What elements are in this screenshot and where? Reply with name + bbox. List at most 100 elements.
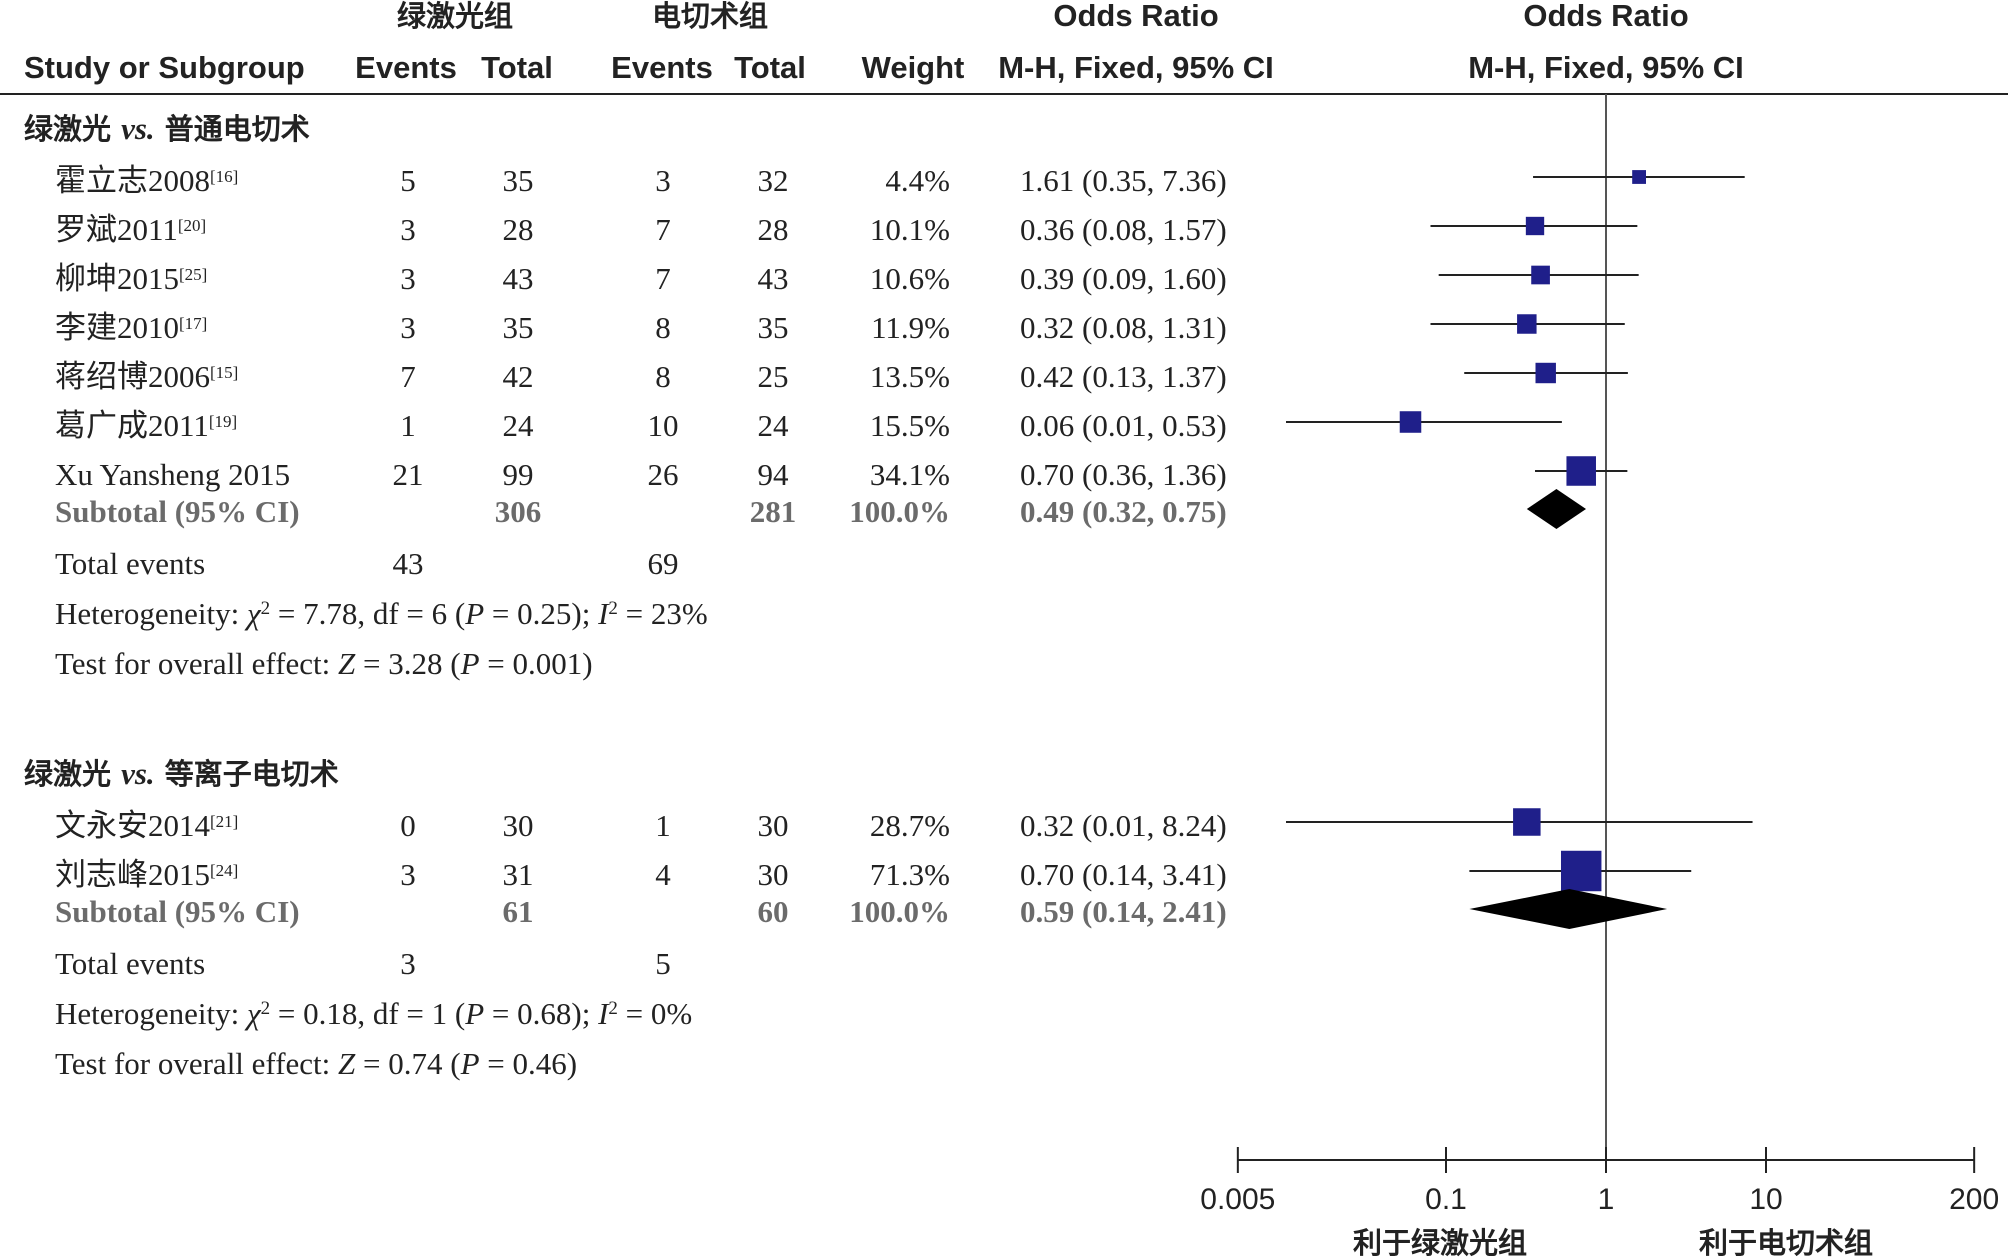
cell-or-ci: 0.70 (0.36, 1.36)	[1020, 457, 1227, 492]
favours-right-label: 利于电切术组	[1699, 1226, 1873, 1258]
cell-events-b: 3	[655, 163, 671, 198]
study-marker	[1525, 216, 1545, 236]
cell-or-ci: 1.61 (0.35, 7.36)	[1020, 163, 1227, 198]
cell-total-a: 30	[503, 808, 534, 843]
cell-total-b: 35	[758, 310, 789, 345]
cell-or-ci: 0.06 (0.01, 0.53)	[1020, 408, 1227, 443]
cell-events-b: 4	[655, 857, 671, 892]
cell-total-a: 42	[503, 359, 534, 394]
subtotal-label: Subtotal (95% CI)	[55, 494, 300, 529]
study-name: 刘志峰2015[24]	[55, 857, 238, 892]
header-method-right: M-H, Fixed, 95% CI	[1468, 50, 1744, 85]
cell-total-b: 94	[758, 457, 790, 492]
cell-weight: 11.9%	[871, 310, 950, 345]
study-marker	[1632, 170, 1646, 184]
cell-total-a: 24	[503, 408, 535, 443]
cell-total-b: 30	[758, 857, 789, 892]
header-study-col: Study or Subgroup	[24, 50, 305, 85]
cell-events-b: 7	[655, 212, 671, 247]
header-group-a: 绿激光组	[397, 0, 513, 33]
study-marker	[1560, 850, 1602, 892]
cell-events-a: 5	[400, 163, 416, 198]
cell-total-a: 43	[503, 261, 534, 296]
study-name: 李建2010[17]	[55, 310, 207, 345]
subgroup-title: 绿激光 vs. 普通电切术	[24, 111, 310, 146]
subgroup-title: 绿激光 vs. 等离子电切术	[24, 756, 339, 791]
study-reference: [16]	[210, 167, 238, 186]
cell-events-b: 10	[648, 408, 679, 443]
study-reference: [19]	[209, 412, 237, 431]
cell-events-a: 3	[400, 261, 416, 296]
cell-weight: 10.6%	[870, 261, 950, 296]
heterogeneity-text: Heterogeneity: χ2 = 7.78, df = 6 (P = 0.…	[55, 596, 708, 631]
header-total-a: Total	[481, 50, 553, 85]
subtotal-total-b: 281	[750, 494, 797, 529]
cell-total-b: 24	[758, 408, 790, 443]
cell-weight: 15.5%	[870, 408, 950, 443]
cell-total-a: 31	[503, 857, 534, 892]
cell-events-a: 3	[400, 310, 416, 345]
x-axis: 0.005 0.1 1 10 200 利于绿激光组 利于电切术组	[1200, 1147, 1999, 1258]
total-events-b: 5	[655, 946, 671, 981]
favours-left-label: 利于绿激光组	[1353, 1226, 1527, 1258]
subtotal-weight: 100.0%	[849, 494, 950, 529]
study-reference: [20]	[178, 216, 206, 235]
axis-tick-label: 10	[1749, 1183, 1782, 1216]
cell-total-a: 35	[503, 310, 534, 345]
header-total-b: Total	[734, 50, 806, 85]
header-odds-ratio-right: Odds Ratio	[1523, 0, 1688, 33]
cell-or-ci: 0.39 (0.09, 1.60)	[1020, 261, 1227, 296]
cell-events-b: 1	[655, 808, 671, 843]
subtotal-label: Subtotal (95% CI)	[55, 894, 300, 929]
cell-or-ci: 0.70 (0.14, 3.41)	[1020, 857, 1227, 892]
study-marker	[1531, 265, 1550, 285]
study-name: 罗斌2011[20]	[55, 212, 206, 247]
header-events-a: Events	[355, 50, 457, 85]
subtotal-diamond	[1526, 489, 1587, 529]
subtotal-or-ci: 0.59 (0.14, 2.41)	[1020, 894, 1227, 929]
study-marker	[1535, 362, 1556, 384]
study-reference: [15]	[210, 363, 238, 382]
study-reference: [21]	[210, 812, 238, 831]
total-events-b: 69	[648, 546, 679, 581]
total-events-label: Total events	[55, 946, 205, 981]
study-reference: [24]	[210, 861, 238, 880]
cell-or-ci: 0.36 (0.08, 1.57)	[1020, 212, 1227, 247]
axis-tick-label: 0.1	[1425, 1183, 1467, 1216]
study-name: 霍立志2008[16]	[55, 163, 238, 198]
study-marker	[1566, 456, 1596, 486]
study-name: 柳坤2015[25]	[55, 261, 207, 296]
axis-tick-label: 200	[1949, 1183, 1999, 1216]
cell-total-b: 30	[758, 808, 789, 843]
header-odds-ratio-left: Odds Ratio	[1053, 0, 1218, 33]
study-marker	[1399, 411, 1422, 433]
study-reference: [17]	[179, 314, 207, 333]
total-events-label: Total events	[55, 546, 205, 581]
cell-events-a: 7	[400, 359, 416, 394]
header-weight: Weight	[862, 50, 965, 85]
study-marker	[1517, 314, 1537, 334]
subtotal-total-a: 61	[503, 894, 534, 929]
cell-events-b: 8	[655, 310, 671, 345]
study-name: 文永安2014[21]	[55, 808, 238, 843]
cell-events-b: 7	[655, 261, 671, 296]
cell-events-a: 21	[393, 457, 424, 492]
cell-events-b: 26	[648, 457, 679, 492]
heterogeneity-text: Heterogeneity: χ2 = 0.18, df = 1 (P = 0.…	[55, 996, 692, 1031]
total-events-a: 3	[400, 946, 416, 981]
cell-or-ci: 0.32 (0.01, 8.24)	[1020, 808, 1227, 843]
cell-weight: 34.1%	[870, 457, 950, 492]
header-events-b: Events	[611, 50, 713, 85]
axis-tick-label: 1	[1598, 1183, 1615, 1216]
cell-or-ci: 0.42 (0.13, 1.37)	[1020, 359, 1227, 394]
cell-weight: 71.3%	[870, 857, 950, 892]
cell-weight: 28.7%	[870, 808, 950, 843]
cell-events-b: 8	[655, 359, 671, 394]
study-name: 蒋绍博2006[15]	[55, 359, 238, 394]
cell-weight: 13.5%	[870, 359, 950, 394]
cell-weight: 4.4%	[885, 163, 950, 198]
cell-total-b: 25	[758, 359, 789, 394]
header-method-left: M-H, Fixed, 95% CI	[998, 50, 1274, 85]
subtotal-total-b: 60	[758, 894, 789, 929]
